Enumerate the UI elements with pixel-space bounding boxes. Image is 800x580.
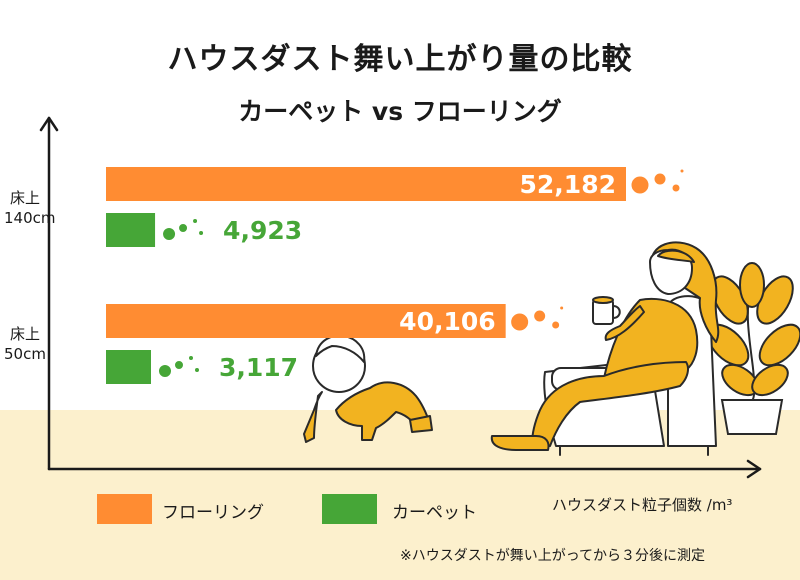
woman-in-armchair-icon [490,241,720,456]
coffee-mug-icon [592,296,621,325]
dust-particles-icon [508,303,567,334]
legend-label-carpet: カーペット [392,503,477,523]
x-axis-unit-label: ハウスダスト粒子個数 /m³ [552,496,733,514]
baby-icon [303,334,433,443]
dust-particles-icon [157,354,201,379]
y-category-label-140cm: 床上 140cm [4,188,56,228]
chart-title: ハウスダスト舞い上がり量の比較 [167,42,633,77]
y-category-label-line2: 140cm [4,209,56,227]
axes [39,116,762,479]
bars-layer: 52,182 4,923 40,106 3,117 [106,166,687,384]
legend-swatch-flooring [97,494,152,524]
y-axis-arrowhead [39,116,59,132]
y-category-label-line2: 50cm [4,345,46,363]
bar-carpet-0 [106,213,156,247]
legend-swatch-carpet [322,494,377,524]
dust-particles-icon [628,166,687,197]
bar-flooring-1 [106,304,506,338]
value-label-flooring-0: 52,182 [520,170,616,199]
value-label-carpet-1: 3,117 [219,353,298,382]
x-axis-arrowhead [746,459,762,479]
y-category-label-line1: 床上 [9,325,40,343]
chart-subtitle: カーペット vs フローリング [238,97,562,126]
value-label-carpet-0: 4,923 [223,216,302,245]
slippers-icon [490,435,550,451]
potted-plant-icon [706,262,800,435]
value-label-flooring-1: 40,106 [399,307,495,336]
y-category-label-line1: 床上 [9,189,40,207]
legend-label-flooring: フローリング [162,503,264,523]
bar-flooring-0 [106,167,626,201]
bar-carpet-1 [106,350,151,384]
dust-particles-icon [161,217,206,242]
footnote: ※ハウスダストが舞い上がってから３分後に測定 [400,548,706,564]
y-category-label-50cm: 床上 50cm [4,324,46,364]
